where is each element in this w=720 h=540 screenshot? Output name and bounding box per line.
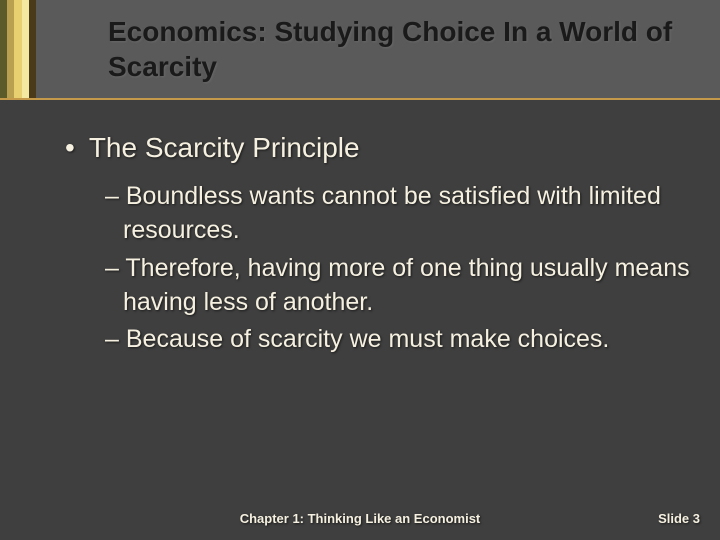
main-bullet: • The Scarcity Principle xyxy=(65,130,690,166)
sub-bullet-item: – Therefore, having more of one thing us… xyxy=(105,252,690,320)
sub-bullet-text: Because of scarcity we must make choices… xyxy=(126,325,610,353)
header-divider xyxy=(0,98,720,100)
accent-stripe xyxy=(0,0,7,98)
sub-bullet-item: – Boundless wants cannot be satisfied wi… xyxy=(105,180,690,248)
sub-bullet-text: Therefore, having more of one thing usua… xyxy=(123,254,690,316)
dash-icon: – xyxy=(105,325,126,353)
dash-icon: – xyxy=(105,254,125,282)
footer-chapter: Chapter 1: Thinking Like an Economist xyxy=(0,511,720,526)
accent-stripe xyxy=(22,0,29,98)
accent-stripe xyxy=(7,0,14,98)
dash-icon: – xyxy=(105,182,126,210)
slide-title: Economics: Studying Choice In a World of… xyxy=(108,14,680,84)
sub-bullet-list: – Boundless wants cannot be satisfied wi… xyxy=(105,180,690,357)
content-area: • The Scarcity Principle – Boundless wan… xyxy=(65,130,690,361)
accent-block xyxy=(0,0,36,98)
sub-bullet-item: – Because of scarcity we must make choic… xyxy=(105,323,690,357)
footer-slide-number: Slide 3 xyxy=(658,511,700,526)
accent-stripe xyxy=(14,0,21,98)
main-bullet-text: The Scarcity Principle xyxy=(89,130,360,166)
bullet-dot-icon: • xyxy=(65,130,75,166)
accent-stripe xyxy=(29,0,36,98)
sub-bullet-text: Boundless wants cannot be satisfied with… xyxy=(123,182,661,244)
